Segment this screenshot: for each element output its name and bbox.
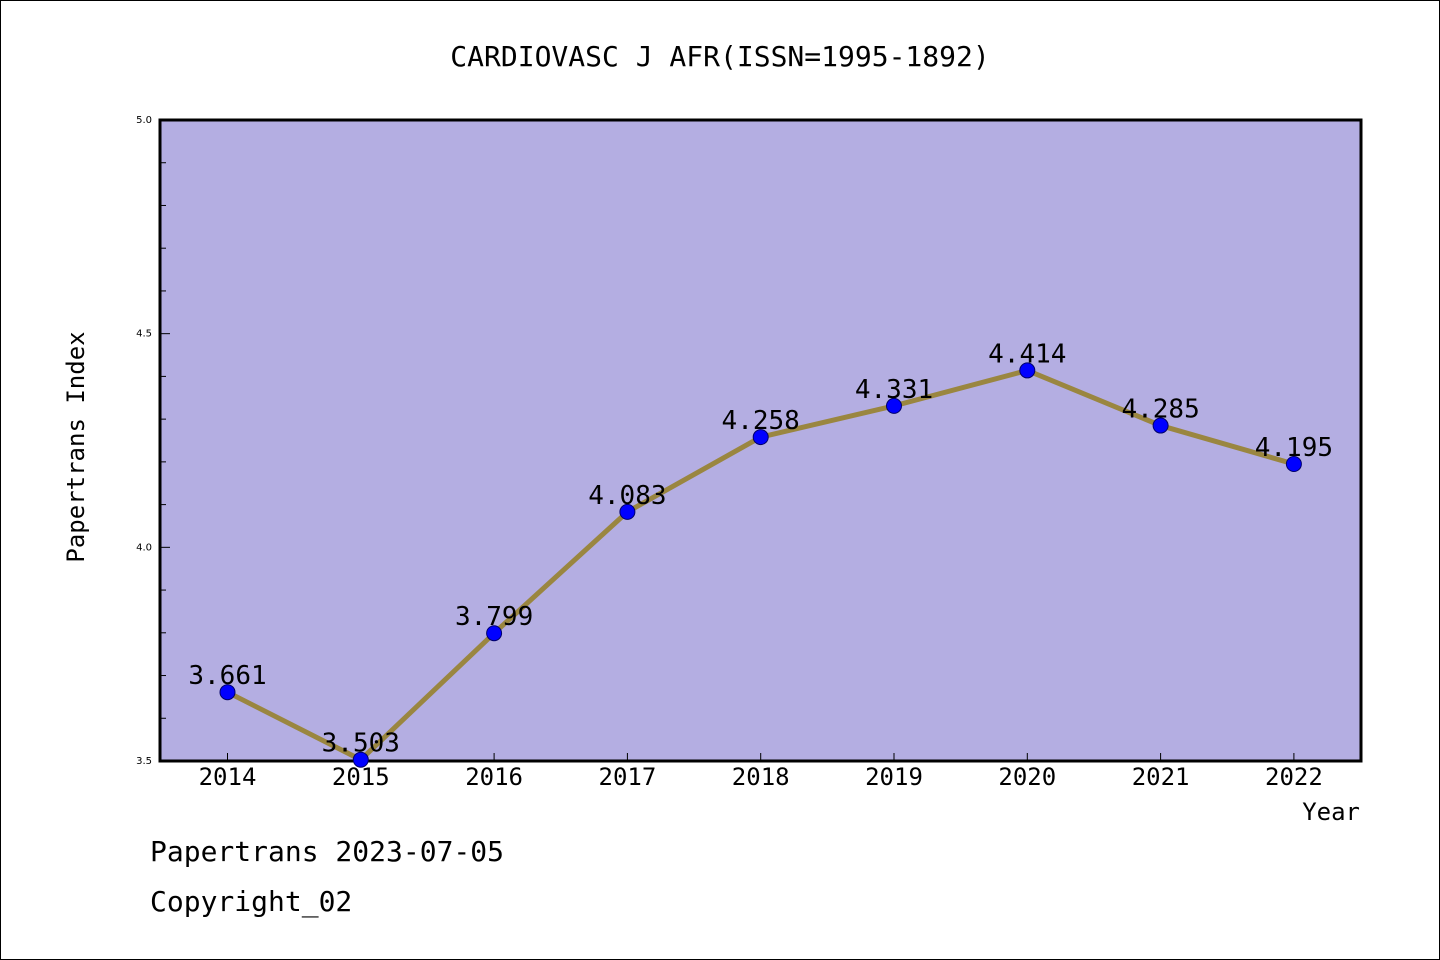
data-point — [486, 625, 503, 642]
data-point — [352, 751, 369, 768]
y-tick-label: 3.5 — [136, 756, 152, 767]
data-point — [619, 503, 636, 520]
data-markers — [219, 362, 1302, 768]
data-label: 4.331 — [855, 375, 933, 405]
y-tick-label: 4.5 — [136, 329, 152, 340]
x-tick-label: 2014 — [199, 763, 257, 791]
x-tick-label: 2021 — [1132, 763, 1190, 791]
y-tick-label: 5.0 — [136, 115, 152, 126]
chart-title: CARDIOVASC J AFR(ISSN=1995-1892) — [450, 40, 989, 73]
data-label: 3.799 — [455, 602, 533, 632]
data-point — [1019, 362, 1036, 379]
x-tick-label: 2020 — [998, 763, 1056, 791]
x-tick-label: 2017 — [599, 763, 657, 791]
x-tick-label: 2016 — [465, 763, 523, 791]
x-tick-label: 2019 — [865, 763, 923, 791]
y-axis-label: Papertrans Index — [62, 331, 90, 562]
data-label: 4.414 — [988, 339, 1066, 369]
x-tick-label: 2022 — [1265, 763, 1323, 791]
data-label: 4.285 — [1121, 395, 1199, 425]
data-point — [886, 397, 902, 414]
data-label: 3.661 — [188, 661, 266, 691]
data-point — [219, 684, 236, 701]
plot-area — [158, 118, 1363, 763]
y-axis: 3.5 4.0 4.5 5.0 — [136, 115, 170, 767]
data-point — [1152, 417, 1169, 434]
footer-copyright: Copyright_02 — [150, 885, 353, 918]
data-labels: 3.661 3.503 3.799 4.083 4.258 4.331 4.414 4.285… — [188, 339, 1333, 758]
x-tick-label: 2018 — [732, 763, 790, 791]
data-point — [1285, 456, 1302, 473]
data-label: 4.258 — [722, 406, 800, 436]
x-axis: 2014 2015 2016 2017 2018 2019 2020 2021 2022 — [199, 753, 1323, 791]
data-label: 3.503 — [322, 729, 400, 759]
footer-date: Papertrans 2023-07-05 — [150, 835, 505, 868]
data-label: 4.083 — [588, 481, 666, 511]
x-axis-label: Year — [1302, 798, 1360, 826]
y-tick-label: 4.0 — [136, 542, 152, 553]
data-label: 4.195 — [1255, 433, 1333, 463]
data-point — [752, 429, 769, 446]
